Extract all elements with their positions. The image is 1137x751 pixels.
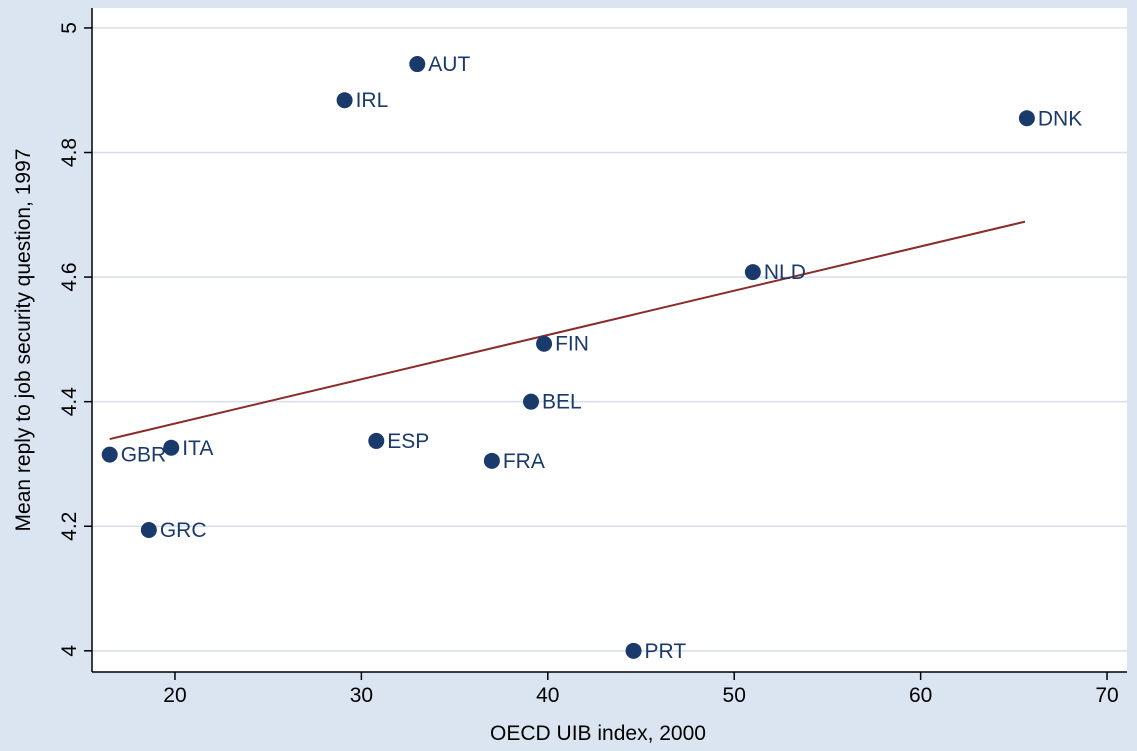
- plot-area: [92, 8, 1127, 672]
- y-tick-label: 5: [58, 22, 81, 34]
- point-label: IRL: [356, 89, 389, 112]
- point-label: NLD: [764, 261, 806, 284]
- y-tick-label: 4: [58, 645, 81, 657]
- y-tick-label: 4.4: [58, 387, 81, 417]
- point-label: AUT: [428, 53, 470, 76]
- y-axis-label: Mean reply to job security question, 199…: [12, 149, 35, 532]
- point: [101, 446, 118, 463]
- point-label: ESP: [387, 430, 429, 453]
- point-label: GBR: [121, 444, 167, 467]
- fit-line: [109, 220, 1026, 441]
- point: [163, 439, 180, 456]
- point: [336, 92, 353, 109]
- point: [140, 521, 157, 538]
- point: [523, 393, 540, 410]
- point-label: ITA: [182, 437, 213, 460]
- point-label: FRA: [503, 450, 545, 473]
- x-tick-label: 20: [163, 684, 186, 707]
- point: [368, 432, 385, 449]
- y-tick-label: 4.2: [58, 512, 81, 541]
- point: [744, 264, 761, 281]
- point: [483, 452, 500, 469]
- point-label: PRT: [645, 640, 687, 663]
- point: [409, 56, 426, 73]
- y-tick-label: 4.8: [58, 138, 81, 167]
- x-tick-label: 30: [350, 684, 373, 707]
- point-label: FIN: [555, 333, 589, 356]
- x-tick-label: 50: [723, 684, 746, 707]
- x-axis-label: OECD UIB index, 2000: [490, 722, 706, 745]
- x-tick-label: 40: [536, 684, 559, 707]
- point-label: GRC: [160, 519, 207, 542]
- x-tick-label: 70: [1095, 684, 1118, 707]
- point: [1018, 110, 1035, 127]
- point: [536, 335, 553, 352]
- x-tick-label: 60: [909, 684, 932, 707]
- point-label: BEL: [542, 391, 582, 414]
- point: [625, 642, 642, 659]
- y-tick-label: 4.6: [58, 262, 81, 291]
- point-label: DNK: [1038, 107, 1082, 130]
